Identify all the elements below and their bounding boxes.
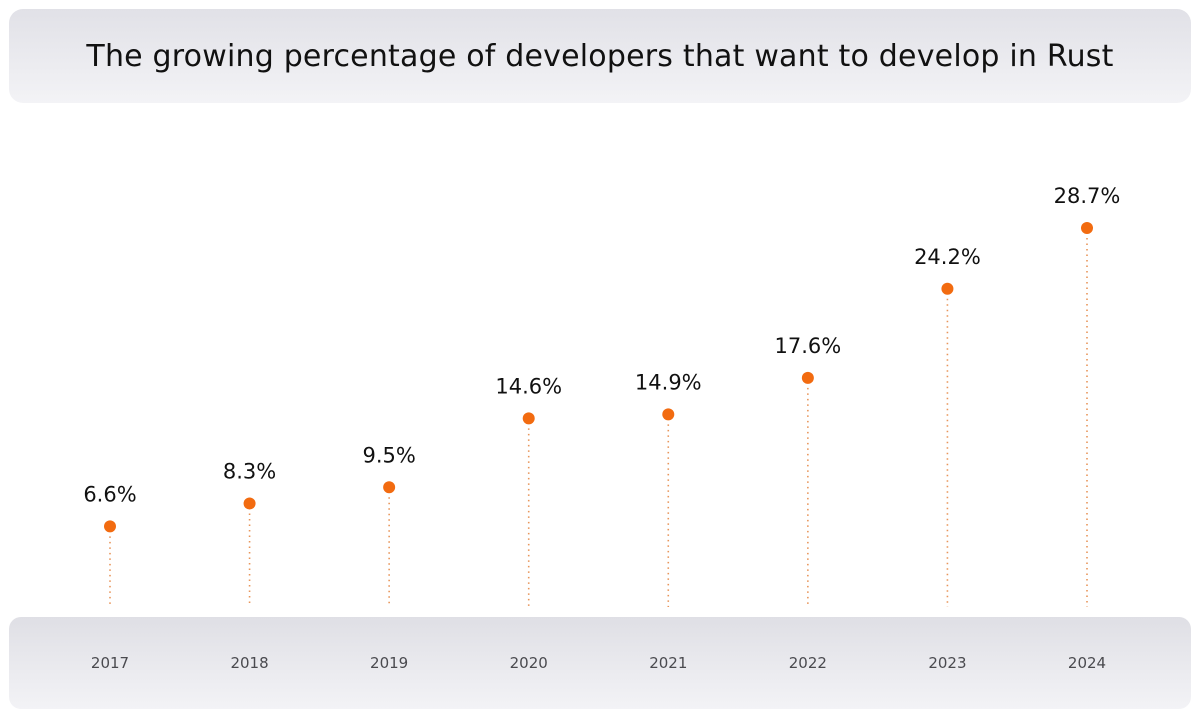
value-label-2021: 14.9%	[635, 370, 702, 394]
x-tick-labels-group: 2017 2018 2019 2020 2021 2022 2023 2024	[91, 654, 1106, 672]
x-tick-label-2020: 2020	[510, 654, 548, 672]
title-panel: The growing percentage of developers tha…	[9, 9, 1191, 103]
chart-title: The growing percentage of developers tha…	[86, 38, 1114, 74]
x-tick-label-2017: 2017	[91, 654, 129, 672]
value-label-2023: 24.2%	[914, 245, 981, 269]
x-tick-label-2019: 2019	[370, 654, 408, 672]
value-label-2017: 6.6%	[83, 482, 136, 506]
data-point-2023	[941, 282, 954, 295]
value-label-2020: 14.6%	[495, 374, 562, 398]
value-label-2018: 8.3%	[223, 459, 276, 483]
stems-group	[109, 238, 1088, 607]
data-point-2024	[1081, 222, 1093, 235]
data-point-2022	[801, 371, 814, 384]
data-point-2020	[522, 412, 535, 425]
data-point-2018	[243, 497, 256, 510]
data-point-2021	[662, 408, 675, 421]
x-axis-panel	[9, 617, 1191, 709]
x-tick-label-2022: 2022	[789, 654, 827, 672]
x-tick-label-2023: 2023	[928, 654, 966, 672]
x-tick-label-2018: 2018	[230, 654, 268, 672]
value-labels-group: 6.6% 8.3% 9.5% 14.6% 14.9% 17.6% 24.2% 28.7%	[83, 184, 1120, 506]
x-tick-label-2021: 2021	[649, 654, 687, 672]
data-point-2017	[104, 520, 116, 533]
value-label-2019: 9.5%	[362, 443, 415, 467]
value-label-2022: 17.6%	[774, 334, 841, 358]
x-tick-label-2024: 2024	[1068, 654, 1106, 672]
value-label-2024: 28.7%	[1054, 184, 1121, 208]
dots-group	[104, 222, 1093, 533]
data-point-2019	[383, 481, 396, 494]
